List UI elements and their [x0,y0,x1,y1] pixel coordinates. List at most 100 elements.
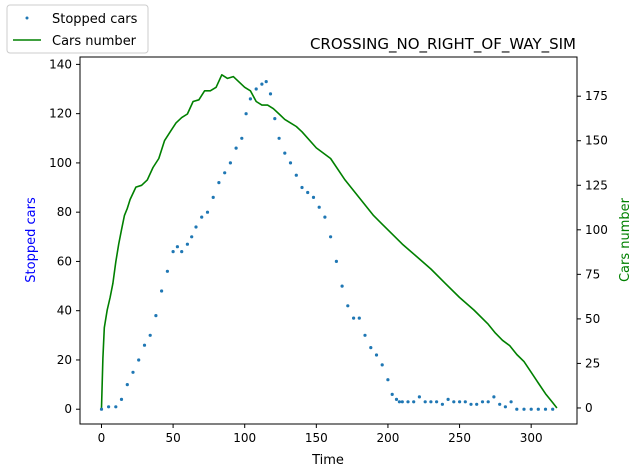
stopped-cars-point [306,190,310,195]
stopped-cars-point [283,151,287,155]
stopped-cars-point [417,395,421,399]
stopped-cars-point [369,346,373,350]
stopped-cars-point [435,400,439,404]
x-tick-label: 50 [165,431,180,445]
stopped-cars-point [131,370,135,374]
y-left-tick-label: 140 [49,57,72,71]
stopped-cars-point [492,395,496,399]
x-tick-label: 250 [448,431,471,445]
stopped-cars-point [194,225,198,229]
stopped-cars-point [171,250,175,254]
stopped-cars-point [248,97,252,101]
stopped-cars-point [529,407,533,411]
x-axis-label: Time [311,453,344,468]
stopped-cars-point [185,242,189,246]
y-right-tick-label: 25 [585,356,600,370]
y-left-tick-label: 120 [49,107,72,121]
stopped-cars-point [190,235,194,239]
x-tick-label: 0 [98,431,106,445]
stopped-cars-point [543,407,548,411]
stopped-cars-point [323,215,327,219]
stopped-cars-point [374,353,379,357]
y-right-tick-label: 125 [585,178,608,192]
plot-area [99,74,558,411]
stopped-cars-point [551,407,555,411]
chart-title: CROSSING_NO_RIGHT_OF_WAY_SIM [310,35,576,54]
stopped-cars-point [160,289,164,293]
stopped-cars-point [509,400,513,404]
y-left-tick-label: 20 [57,353,72,367]
stopped-cars-point [406,400,410,404]
cars-number-line [100,74,558,409]
stopped-cars-point [522,407,526,411]
legend-stopped-cars-label: Stopped cars [52,12,138,27]
stopped-cars-point [180,250,184,254]
stopped-cars-point [503,405,507,409]
stopped-cars-point [400,400,404,404]
y-right-tick-label: 100 [585,223,608,237]
stopped-cars-point [363,333,367,337]
stopped-cars-point [480,400,485,404]
stopped-cars-point [446,397,450,401]
x-tick-label: 150 [305,431,328,445]
stopped-cars-point [217,181,221,185]
stopped-cars-point [469,402,473,406]
stopped-cars-point [300,185,304,190]
stopped-cars-point [165,269,169,273]
axes-frame [79,56,578,425]
y-right-tick-label: 50 [585,312,600,326]
stopped-cars-point [294,173,298,177]
y-left-tick-label: 0 [64,402,72,416]
stopped-cars-point [99,407,104,411]
stopped-cars-point [154,314,158,318]
stopped-cars-point [228,161,232,165]
stopped-cars-point [223,171,227,175]
stopped-cars-point [475,402,479,406]
stopped-cars-point [380,363,384,367]
stopped-cars-point [397,400,401,404]
stopped-cars-point [452,400,456,404]
stopped-cars-point [394,397,399,401]
stopped-cars-point [386,378,390,382]
legend-box [6,4,149,54]
y-left-tick-label: 60 [57,254,72,268]
stopped-cars-point [148,333,152,337]
stopped-cars-point [273,117,277,121]
stopped-cars-point [458,400,462,404]
y-right-tick-label: 175 [585,89,608,103]
stopped-cars-point [440,402,444,406]
stopped-cars-point [463,400,467,404]
y-left-tick-label: 40 [57,304,72,318]
stopped-cars-point [277,136,281,140]
stopped-cars-point [346,304,350,308]
stopped-cars-point [142,343,147,347]
stopped-cars-point [200,215,204,219]
stopped-cars-point [329,235,333,239]
stopped-cars-point [498,402,502,406]
stopped-cars-point [137,358,141,362]
stopped-cars-point [119,397,124,401]
y-axis-right-label: Cars number [618,197,633,282]
stopped-cars-point [107,405,111,409]
stopped-cars-point [205,210,210,214]
legend-stopped-cars-marker [25,16,29,20]
stopped-cars-point [311,195,316,199]
legend-cars-number-label: Cars number [52,34,137,49]
x-tick-label: 200 [376,431,399,445]
stopped-cars-point [412,400,416,404]
legend: Stopped cars Cars number [6,4,149,54]
stopped-cars-point [390,392,394,396]
y-left-tick-label: 80 [57,205,72,219]
x-tick-label: 100 [233,431,256,445]
y-axis-left: 0 20 40 60 80 100 120 140 [49,57,80,416]
stopped-cars-point [352,316,356,320]
stopped-cars-point [240,136,244,140]
stopped-cars-point [536,407,540,411]
stopped-cars-point [244,112,248,116]
stopped-cars-point [260,82,264,86]
stopped-cars-point [125,383,129,387]
x-tick-label: 300 [520,431,543,445]
stopped-cars-point [211,195,215,199]
stopped-cars-point [114,405,118,409]
stopped-cars-point [515,407,519,411]
